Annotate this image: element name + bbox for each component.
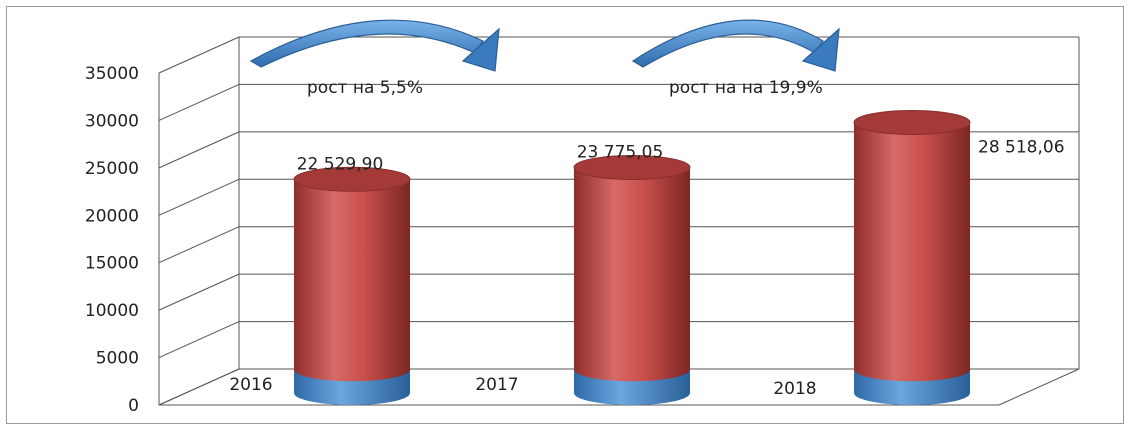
gridline-side-15000 xyxy=(158,226,240,264)
growth-arrow-head-2 xyxy=(801,27,840,72)
gridline-side-35000 xyxy=(158,36,240,74)
bar-top-2016 xyxy=(293,166,411,192)
growth-arrow-body-1 xyxy=(249,19,484,68)
category-label-2018: 2018 xyxy=(773,379,816,399)
data-label-2017: 23 775,05 xyxy=(577,142,664,162)
data-label-2018: 28 518,06 xyxy=(978,137,1065,157)
bar-layer xyxy=(293,109,971,405)
growth-annotation-2: рост на на 19,9% xyxy=(669,78,823,98)
y-tick-label-15000: 15000 xyxy=(85,254,139,274)
growth-arrow-head-1 xyxy=(461,27,500,72)
gridline-side-5000 xyxy=(158,321,240,359)
category-label-2017: 2017 xyxy=(475,375,518,395)
category-label-2016: 2016 xyxy=(229,375,272,395)
y-tick-label-5000: 5000 xyxy=(96,349,139,369)
chart-frame: 0 5000 10000 15000 20000 25000 30000 35000 22 5… xyxy=(6,6,1124,424)
growth-bar-chart: 0 5000 10000 15000 20000 25000 30000 35000 22 5… xyxy=(85,19,1080,416)
arrow-layer: рост на 5,5% рост на на 19,9% xyxy=(249,19,840,98)
growth-arrow-body-2 xyxy=(631,19,824,68)
y-tick-label-30000: 30000 xyxy=(85,111,139,131)
y-tick-label-35000: 35000 xyxy=(85,64,139,84)
bar-value-2017 xyxy=(574,167,690,382)
axis-layer: 0 5000 10000 15000 20000 25000 30000 35000 xyxy=(85,64,1080,416)
bar-value-2016 xyxy=(294,179,410,382)
gridline-side-10000 xyxy=(158,273,240,311)
growth-annotation-1: рост на 5,5% xyxy=(307,78,423,98)
y-tick-label-25000: 25000 xyxy=(85,159,139,179)
gridline-side-20000 xyxy=(158,178,240,216)
gridline-side-25000 xyxy=(158,131,240,169)
bar-top-2018 xyxy=(853,109,971,135)
floor-plane xyxy=(158,368,1080,406)
gridline-side-30000 xyxy=(158,83,240,121)
bar-value-2018 xyxy=(854,122,970,382)
label-layer: 22 529,90 2016 23 775,05 2017 28 518,06 2018 xyxy=(229,137,1064,399)
y-tick-label-10000: 10000 xyxy=(85,301,139,321)
data-label-2016: 22 529,90 xyxy=(297,154,384,174)
y-tick-label-0: 0 xyxy=(128,396,139,416)
bar-top-2017 xyxy=(573,154,691,180)
y-tick-label-20000: 20000 xyxy=(85,206,139,226)
